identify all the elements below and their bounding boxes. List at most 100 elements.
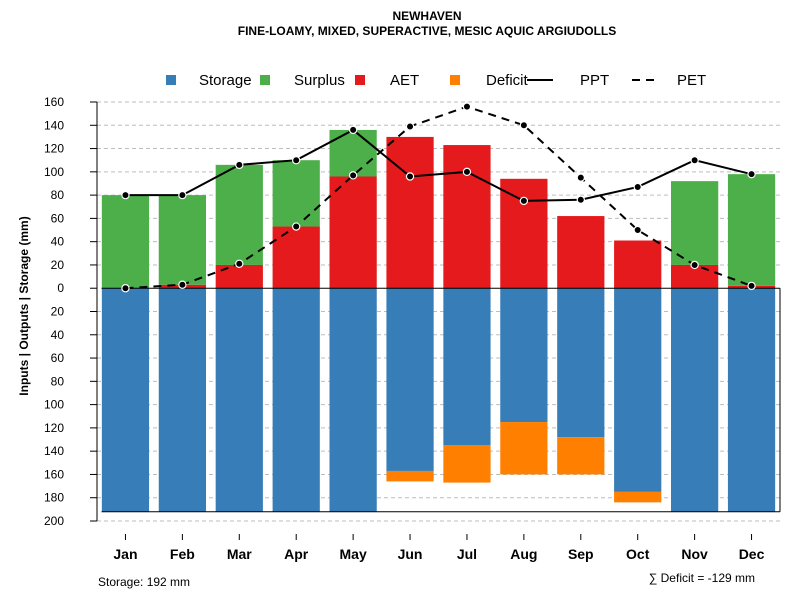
deficit-bar — [386, 470, 434, 482]
ppt-point — [178, 190, 187, 200]
storage-total-label: Storage: 192 mm — [98, 575, 190, 589]
x-tick-label: Feb — [170, 546, 195, 562]
deficit-bar — [557, 437, 605, 475]
surplus-bar — [671, 181, 719, 265]
deficit-total-label: ∑ Deficit = -129 mm — [649, 571, 755, 585]
y-tick-label: 120 — [44, 142, 64, 156]
pet-point — [462, 102, 472, 111]
aet-bar — [443, 145, 491, 289]
storage-bar — [329, 288, 377, 512]
ppt-point — [292, 155, 301, 165]
ppt-point — [519, 196, 529, 206]
y-tick-label: 40 — [51, 235, 65, 249]
legend: Storage Surplus AET Deficit PPT PET — [166, 72, 706, 89]
ppt-point — [121, 190, 130, 200]
x-tick-label: Jan — [113, 546, 137, 562]
axes: 1601401201008060402002040608010012014016… — [44, 95, 765, 562]
ppt-point — [690, 155, 699, 165]
surplus-bar — [272, 160, 320, 227]
x-tick-label: Sep — [568, 546, 594, 562]
storage-bar — [272, 288, 320, 512]
y-tick-label: 40 — [51, 328, 65, 342]
pet-legend-label: PET — [677, 72, 706, 89]
surplus-bar — [727, 174, 776, 286]
x-tick-label: Jun — [398, 546, 423, 562]
y-tick-label: 20 — [51, 305, 65, 319]
aet-bar — [671, 264, 719, 289]
surplus-legend-swatch — [260, 75, 270, 85]
y-axis-label: Inputs | Outputs | Storage (mm) — [17, 216, 31, 395]
y-tick-label: 0 — [57, 281, 64, 295]
pet-point — [576, 173, 585, 182]
surplus-bar — [101, 195, 150, 289]
chart-subtitle: FINE-LOAMY, MIXED, SUPERACTIVE, MESIC AQ… — [238, 24, 616, 38]
pet-point — [292, 222, 301, 231]
ppt-point — [576, 195, 585, 204]
deficit-legend-label: Deficit — [486, 72, 529, 89]
ppt-line — [125, 128, 752, 202]
aet-bar — [557, 216, 605, 289]
y-tick-label: 200 — [44, 514, 64, 528]
aet-bar — [500, 178, 548, 289]
y-tick-label: 20 — [51, 258, 65, 272]
y-tick-label: 80 — [51, 374, 65, 388]
y-tick-label: 60 — [51, 211, 65, 225]
gridlines — [97, 101, 780, 522]
pet-point — [633, 225, 642, 235]
pet-point — [405, 122, 415, 131]
storage-bar — [101, 288, 150, 512]
ppt-legend-label: PPT — [580, 72, 609, 89]
storage-bar — [386, 288, 434, 471]
x-tick-label: Mar — [227, 546, 252, 562]
storage-bar — [158, 288, 206, 512]
storage-bar — [614, 288, 662, 492]
chart-title: NEWHAVEN — [392, 9, 461, 23]
aet-legend-label: AET — [390, 72, 419, 89]
storage-bar — [500, 288, 548, 423]
pet-point — [235, 259, 244, 268]
ppt-point — [405, 172, 415, 181]
deficit-legend-swatch — [450, 75, 460, 85]
pet-point — [519, 121, 529, 130]
pet-point — [121, 284, 130, 293]
deficit-bar — [443, 445, 491, 483]
surplus-bar — [215, 164, 263, 265]
storage-legend-label: Storage — [199, 72, 252, 89]
y-tick-label: 140 — [44, 118, 64, 132]
storage-bar — [215, 288, 263, 512]
storage-bar — [671, 288, 719, 512]
storage-bar — [727, 288, 776, 512]
y-tick-label: 160 — [44, 95, 64, 109]
deficit-bar — [614, 491, 662, 503]
x-tick-label: Nov — [681, 546, 708, 562]
pet-line — [125, 105, 752, 290]
storage-legend-swatch — [166, 75, 176, 85]
pet-point — [178, 280, 187, 289]
y-tick-label: 120 — [44, 421, 64, 435]
y-tick-label: 60 — [51, 351, 65, 365]
y-tick-label: 100 — [44, 398, 64, 412]
surplus-bar — [329, 129, 377, 177]
aet-bar — [215, 264, 263, 289]
y-tick-label: 180 — [44, 491, 64, 505]
deficit-bar — [500, 422, 548, 475]
aet-bar — [386, 136, 434, 289]
surplus-bar — [158, 195, 206, 285]
bars — [101, 129, 781, 513]
aet-bar — [329, 176, 377, 289]
surplus-legend-label: Surplus — [294, 72, 345, 89]
y-tick-label: 160 — [44, 467, 64, 481]
x-tick-label: May — [340, 546, 367, 562]
ppt-point — [462, 167, 472, 177]
ppt-point — [633, 182, 642, 192]
aet-bar — [272, 226, 320, 289]
ppt-point — [747, 169, 756, 179]
ppt-point — [348, 125, 358, 135]
storage-bar — [443, 288, 491, 446]
y-tick-label: 100 — [44, 165, 64, 179]
x-tick-label: Jul — [457, 546, 477, 562]
x-tick-label: Apr — [284, 546, 309, 562]
pet-point — [690, 260, 699, 270]
storage-bar — [557, 288, 605, 438]
